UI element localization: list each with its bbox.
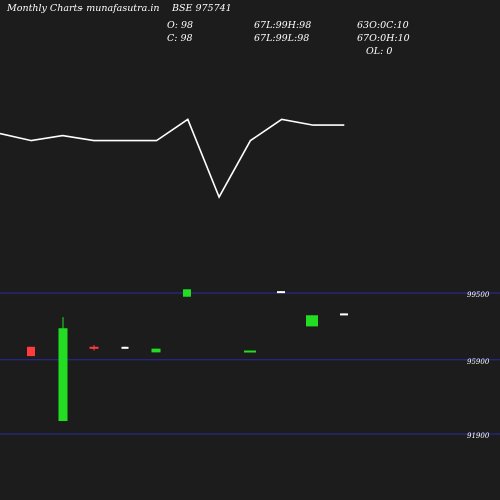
price-tick-label: 99500	[467, 291, 490, 299]
price-line	[0, 118, 345, 199]
brand-label: Monthly Charts	[7, 3, 83, 14]
open-label: O: 98	[167, 20, 194, 31]
candle-body	[89, 346, 99, 349]
low-overlap-label: 67L:99L:98	[254, 33, 310, 44]
symbol-label: BSE 975741	[172, 3, 232, 14]
candle-body	[244, 350, 256, 353]
candle-body	[340, 313, 348, 316]
site-label[interactable]: - munafasutra.in	[80, 3, 160, 14]
candle-body	[58, 328, 68, 422]
candle-body	[183, 289, 191, 297]
high-overlap-label: 67L:99H:98	[254, 20, 312, 31]
candle-body	[306, 315, 318, 327]
candle-body	[121, 346, 129, 349]
price-tick-label: 95900	[467, 358, 490, 366]
close-label: C: 98	[167, 33, 193, 44]
right-overlap-label-1: 63O:0C:10	[357, 20, 409, 31]
price-tick-label: 91900	[467, 432, 490, 440]
candle-body	[27, 346, 35, 357]
right-overlap-label-2: 67O:0H:10	[357, 33, 410, 44]
candle-body	[151, 348, 161, 353]
ol-label: OL: 0	[366, 46, 393, 57]
candle-body	[277, 291, 285, 294]
